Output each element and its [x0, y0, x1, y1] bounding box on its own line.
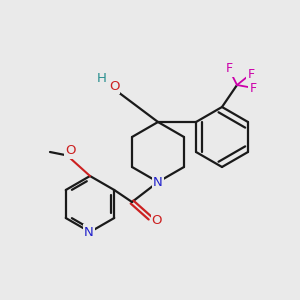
Text: F: F	[225, 62, 233, 76]
Text: H: H	[97, 71, 107, 85]
Text: F: F	[249, 82, 256, 95]
Text: O: O	[65, 145, 75, 158]
Text: N: N	[84, 226, 94, 238]
Text: O: O	[152, 214, 162, 227]
Text: N: N	[153, 176, 163, 188]
Text: F: F	[248, 68, 255, 82]
Text: O: O	[109, 80, 119, 92]
